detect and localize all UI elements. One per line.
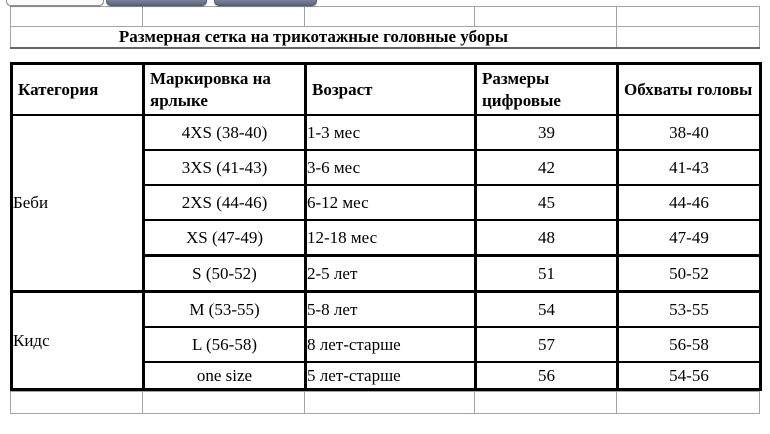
size-table: Категория Маркировка на ярлыке Возраст Р… [10,62,762,391]
empty-cell [474,391,617,414]
cell-age: 12-18 мес [304,219,477,257]
header-size: Размеры цифровые [474,62,619,116]
empty-cell [142,391,305,414]
spacer [10,49,759,62]
title-row: Размерная сетка на трикотажные головные … [10,26,760,49]
cell-age: 5 лет-старше [304,361,477,391]
page-title: Размерная сетка на трикотажные головные … [10,26,617,49]
cell-size: 48 [474,219,619,257]
table-row: 3XS (41-43) 3-6 мес 42 41-43 [12,149,762,186]
cell-size: 51 [474,254,619,293]
table-row: XS (47-49) 12-18 мес 48 47-49 [12,219,762,257]
empty-cell [304,391,475,414]
table-row: S (50-52) 2-5 лет 51 50-52 [12,254,762,293]
cell-size: 56 [474,361,619,391]
cell-head: 53-55 [616,290,762,328]
cell-marking: M (53-55) [142,290,307,328]
cell-size: 42 [474,149,619,186]
header-age: Возраст [304,62,477,116]
cell-head: 54-56 [616,361,762,391]
tab-strip [0,0,770,6]
empty-cell [616,26,760,49]
cell-size: 57 [474,326,619,363]
tab-2[interactable] [106,0,207,6]
cell-head: 38-40 [616,114,762,151]
cell-head: 47-49 [616,219,762,257]
category-cell-kids: Кидс [10,290,145,391]
header-row: Категория Маркировка на ярлыке Возраст Р… [10,62,762,116]
bottom-grid [10,391,760,414]
tab-3[interactable] [214,0,317,6]
cell-age: 1-3 мес [304,114,477,151]
cell-marking: XS (47-49) [142,219,307,257]
table-row: Кидс M (53-55) 5-8 лет 54 53-55 [10,290,762,391]
tab-active[interactable] [6,0,104,6]
cell-head: 44-46 [616,184,762,221]
cell-marking: one size [142,361,307,391]
empty-grid-row [10,391,760,414]
table-row: one size 5 лет-старше 56 54-56 [12,361,762,391]
table-row: 2XS (44-46) 6-12 мес 45 44-46 [12,184,762,221]
top-grid: Размерная сетка на трикотажные головные … [10,6,760,49]
cell-marking: L (56-58) [142,326,307,363]
cell-age: 3-6 мес [304,149,477,186]
cell-size: 39 [474,114,619,151]
cell-age: 8 лет-старше [304,326,477,363]
sheet: Размерная сетка на трикотажные головные … [10,6,762,414]
cell-marking: 3XS (41-43) [142,149,307,186]
cell-size: 45 [474,184,619,221]
table-row: Беби 4XS (38-40) 1-3 мес 39 38-40 [10,114,762,293]
empty-cell [474,6,617,27]
empty-cell [10,6,143,27]
cell-size: 54 [474,290,619,328]
header-head: Обхваты головы [616,62,762,116]
cell-age: 2-5 лет [304,254,477,293]
cell-age: 6-12 мес [304,184,477,221]
empty-cell [616,6,760,27]
table-row: L (56-58) 8 лет-старше 57 56-58 [12,326,762,363]
empty-grid-row [10,6,760,27]
cell-head: 41-43 [616,149,762,186]
cell-marking: 2XS (44-46) [142,184,307,221]
header-category: Категория [10,62,145,116]
cell-marking: S (50-52) [142,254,307,293]
empty-cell [142,6,305,27]
header-marking: Маркировка на ярлыке [142,62,307,116]
category-cell-baby: Беби [10,114,145,293]
cell-head: 50-52 [616,254,762,293]
cell-marking: 4XS (38-40) [142,114,307,151]
cell-head: 56-58 [616,326,762,363]
empty-cell [616,391,760,414]
cell-age: 5-8 лет [304,290,477,328]
empty-cell [304,6,475,27]
empty-cell [10,391,143,414]
